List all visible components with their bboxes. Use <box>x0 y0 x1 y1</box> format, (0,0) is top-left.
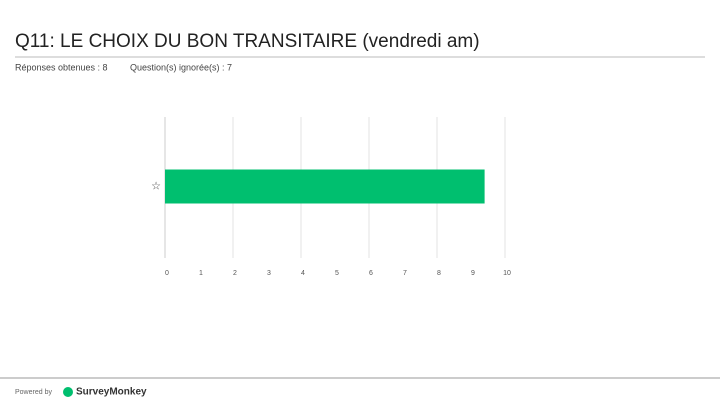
x-tick-label: 5 <box>335 270 339 277</box>
x-tick-label: 6 <box>369 270 373 277</box>
answered: Réponses obtenues : 8 <box>15 62 108 72</box>
title: Q11: LE CHOIX DU BON TRANSITAIRE (vendre… <box>15 31 480 52</box>
y-tick-label: ☆ <box>151 180 161 192</box>
x-tick-label: 0 <box>165 270 169 277</box>
x-tick-label: 3 <box>267 270 271 277</box>
skipped: Question(s) ignorée(s) : 7 <box>130 62 232 72</box>
x-tick-label: 10 <box>503 270 511 277</box>
brand-logo <box>63 387 73 397</box>
x-tick-label: 9 <box>471 270 475 277</box>
x-tick-label: 1 <box>199 270 203 277</box>
powered-by: Powered by <box>15 389 52 396</box>
x-tick-label: 7 <box>403 270 407 277</box>
x-tick-label: 4 <box>301 270 305 277</box>
x-tick-label: 8 <box>437 270 441 277</box>
x-tick-label: 2 <box>233 270 237 277</box>
brand: SurveyMonkey <box>76 387 147 398</box>
bar <box>165 169 485 204</box>
